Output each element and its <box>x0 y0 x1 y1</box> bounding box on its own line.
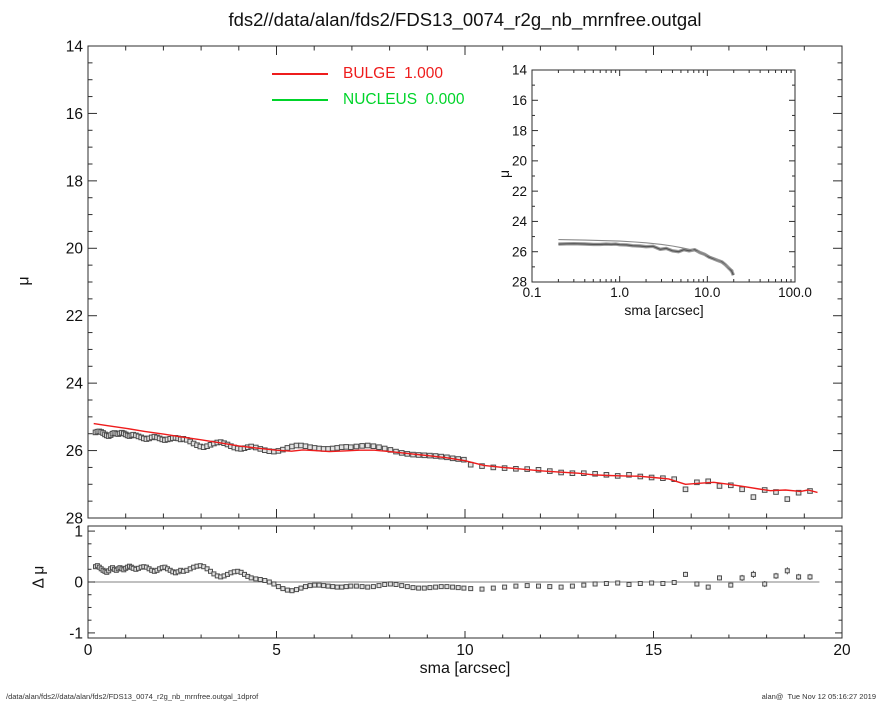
main-ytick-label: 18 <box>66 173 83 190</box>
inset-axes-ticks <box>531 69 796 283</box>
main-panel: 14 16 18 20 22 24 26 28 <box>66 38 843 527</box>
resid-xtick-label: 20 <box>833 642 851 659</box>
resid-ytick-label: 1 <box>74 524 83 541</box>
inset-tick-labels: 0.1 1.0 10.0 100.0 14 16 18 20 22 24 26 28 <box>512 63 812 300</box>
plot-title: fds2//data/alan/fds2/FDS13_0074_r2g_nb_m… <box>228 9 702 30</box>
main-axes-ticks <box>87 45 843 519</box>
main-ytick-label: 22 <box>66 308 83 325</box>
mu-axis-label-main: μ <box>15 276 33 286</box>
inset-ytick-label: 24 <box>512 214 528 229</box>
inset-xtick-label: 0.1 <box>523 285 542 300</box>
main-ytick-label: 24 <box>66 376 84 393</box>
resid-ytick-label: -1 <box>69 625 83 642</box>
inset-model-line <box>558 239 734 272</box>
inset-xtick-label: 10.0 <box>694 285 720 300</box>
main-ytick-label: 20 <box>66 241 84 258</box>
footer-user-timestamp-label: alan@ Tue Nov 12 05:16:27 2019 <box>761 692 876 701</box>
inset-panel: 0.1 1.0 10.0 100.0 14 16 18 20 22 24 26 28 <box>512 63 812 300</box>
sma-axis-label-inset: sma [arcsec] <box>624 302 704 318</box>
inset-galaxy-profile <box>558 242 735 276</box>
legend-item-nucleus: NUCLEUS 0.000 <box>272 87 464 113</box>
resid-xtick-label: 10 <box>456 642 474 659</box>
legend: BULGE 1.000 NUCLEUS 0.000 <box>272 61 464 113</box>
delta-mu-axis-label: Δ μ <box>30 565 48 589</box>
resid-xtick-label: 15 <box>645 642 662 659</box>
bulge-model-line <box>93 422 818 494</box>
inset-xtick-label: 1.0 <box>610 285 629 300</box>
inset-ytick-label: 16 <box>512 93 527 108</box>
sma-axis-label-bottom: sma [arcsec] <box>419 660 511 677</box>
inset-ytick-label: 14 <box>512 63 528 78</box>
legend-item-bulge: BULGE 1.000 <box>272 61 464 87</box>
resid-axes-ticks <box>87 526 843 638</box>
residual-points <box>93 563 813 594</box>
inset-ytick-label: 26 <box>512 244 527 259</box>
inset-ytick-label: 18 <box>512 123 527 138</box>
inset-xtick-label: 100.0 <box>778 285 812 300</box>
main-ytick-label: 16 <box>66 106 83 123</box>
resid-ytick-label: 0 <box>74 574 83 591</box>
main-ytick-label: 26 <box>66 443 83 460</box>
nucleus-line-swatch <box>272 99 328 101</box>
main-tick-labels: 14 16 18 20 22 24 26 28 <box>66 38 84 527</box>
legend-label-bulge: BULGE 1.000 <box>343 65 443 82</box>
inset-ytick-label: 20 <box>512 154 527 169</box>
inset-ytick-label: 28 <box>512 275 527 290</box>
mu-axis-label-inset: μ <box>496 169 513 179</box>
bulge-line-swatch <box>272 73 328 75</box>
legend-label-nucleus: NUCLEUS 0.000 <box>343 91 465 108</box>
footer-path-label: /data/alan/fds2//data/alan/fds2/FDS13_00… <box>6 692 259 701</box>
inset-ytick-label: 22 <box>512 184 527 199</box>
resid-xtick-label: 0 <box>84 642 93 659</box>
resid-xtick-label: 5 <box>272 642 281 659</box>
main-ytick-label: 28 <box>66 510 83 527</box>
main-ytick-label: 14 <box>66 38 84 55</box>
